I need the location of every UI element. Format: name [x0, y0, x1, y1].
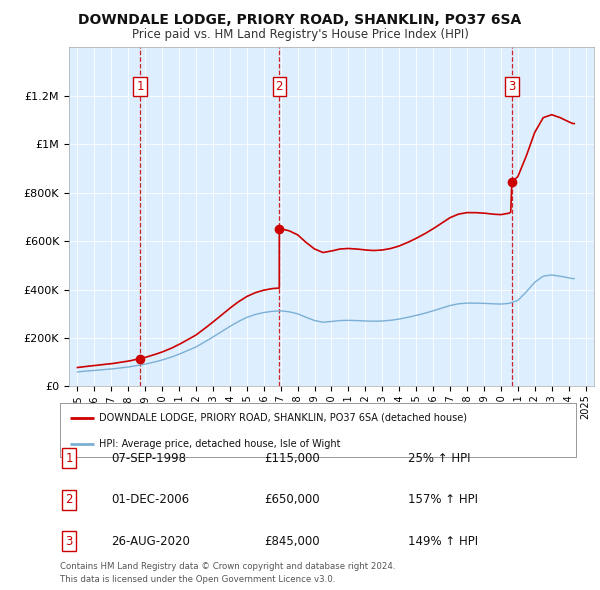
Text: 157% ↑ HPI: 157% ↑ HPI: [408, 493, 478, 506]
Text: Price paid vs. HM Land Registry's House Price Index (HPI): Price paid vs. HM Land Registry's House …: [131, 28, 469, 41]
Text: DOWNDALE LODGE, PRIORY ROAD, SHANKLIN, PO37 6SA: DOWNDALE LODGE, PRIORY ROAD, SHANKLIN, P…: [79, 13, 521, 27]
Text: HPI: Average price, detached house, Isle of Wight: HPI: Average price, detached house, Isle…: [98, 439, 340, 448]
Text: Contains HM Land Registry data © Crown copyright and database right 2024.: Contains HM Land Registry data © Crown c…: [60, 562, 395, 571]
Text: 26-AUG-2020: 26-AUG-2020: [111, 535, 190, 548]
Text: 2: 2: [65, 493, 73, 506]
Text: £115,000: £115,000: [264, 452, 320, 465]
Text: 149% ↑ HPI: 149% ↑ HPI: [408, 535, 478, 548]
Text: 25% ↑ HPI: 25% ↑ HPI: [408, 452, 470, 465]
Text: DOWNDALE LODGE, PRIORY ROAD, SHANKLIN, PO37 6SA (detached house): DOWNDALE LODGE, PRIORY ROAD, SHANKLIN, P…: [98, 412, 467, 422]
Text: 3: 3: [508, 80, 515, 93]
Text: £845,000: £845,000: [264, 535, 320, 548]
Text: 2: 2: [275, 80, 283, 93]
Text: This data is licensed under the Open Government Licence v3.0.: This data is licensed under the Open Gov…: [60, 575, 335, 584]
Text: 07-SEP-1998: 07-SEP-1998: [111, 452, 186, 465]
Text: 1: 1: [136, 80, 144, 93]
Text: 3: 3: [65, 535, 73, 548]
Text: 1: 1: [65, 452, 73, 465]
Text: £650,000: £650,000: [264, 493, 320, 506]
Text: 01-DEC-2006: 01-DEC-2006: [111, 493, 189, 506]
